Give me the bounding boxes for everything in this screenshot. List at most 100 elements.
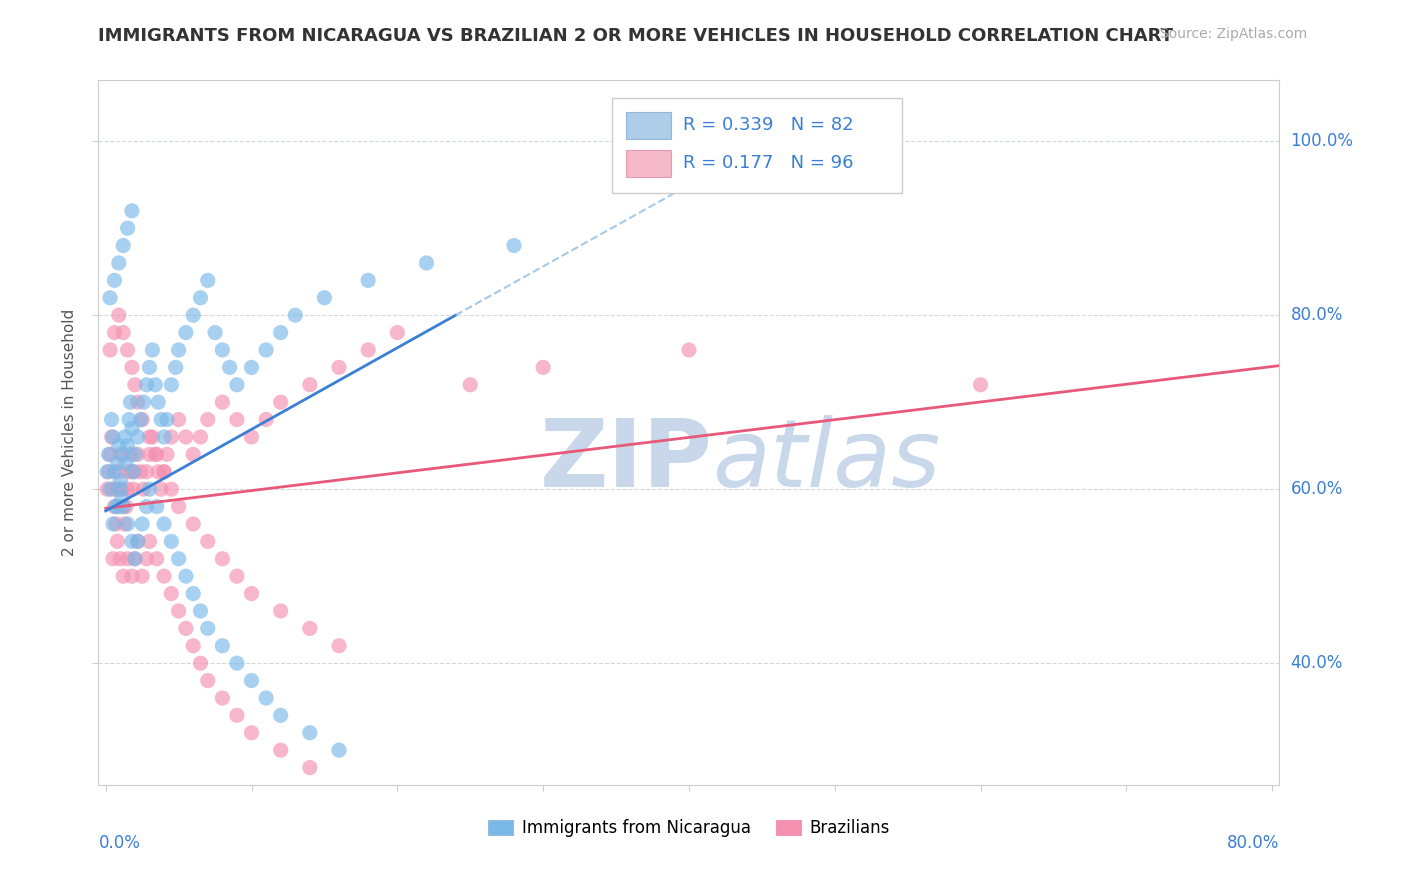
Point: [124, 551, 146, 566]
Point: [97, 447, 120, 461]
Point: [145, 447, 167, 461]
Point: [226, 377, 249, 392]
Point: [117, 482, 139, 496]
Point: [167, 604, 190, 618]
Point: [181, 447, 204, 461]
Point: [105, 500, 128, 514]
Point: [174, 621, 197, 635]
Point: [103, 273, 125, 287]
Point: [114, 516, 136, 531]
Point: [121, 465, 143, 479]
Point: [131, 569, 153, 583]
Point: [108, 465, 131, 479]
Point: [211, 343, 233, 357]
Text: 0.0%: 0.0%: [98, 834, 141, 852]
Point: [240, 586, 263, 600]
Point: [254, 343, 277, 357]
Point: [160, 534, 183, 549]
Point: [181, 639, 204, 653]
Point: [531, 360, 554, 375]
Point: [124, 551, 146, 566]
Point: [101, 482, 124, 496]
Text: 60.0%: 60.0%: [1291, 480, 1343, 498]
FancyBboxPatch shape: [626, 112, 671, 139]
Point: [117, 343, 139, 357]
Point: [254, 412, 277, 426]
Point: [211, 551, 233, 566]
Point: [121, 203, 143, 218]
Point: [127, 534, 149, 549]
Point: [150, 482, 173, 496]
Text: atlas: atlas: [713, 416, 941, 507]
Point: [298, 621, 321, 635]
Text: 80.0%: 80.0%: [1291, 306, 1343, 324]
Point: [145, 500, 167, 514]
Point: [240, 360, 263, 375]
Point: [226, 412, 249, 426]
Point: [314, 291, 336, 305]
Point: [118, 465, 141, 479]
Point: [181, 586, 204, 600]
Point: [197, 412, 219, 426]
Point: [254, 690, 277, 705]
Point: [181, 308, 204, 322]
Point: [117, 221, 139, 235]
Point: [328, 360, 350, 375]
Point: [112, 500, 135, 514]
Point: [153, 465, 176, 479]
Point: [141, 430, 163, 444]
Text: Source: ZipAtlas.com: Source: ZipAtlas.com: [1160, 27, 1308, 41]
Point: [121, 421, 143, 435]
Point: [110, 482, 132, 496]
Point: [328, 639, 350, 653]
Point: [127, 534, 149, 549]
Text: 80.0%: 80.0%: [1227, 834, 1279, 852]
Point: [148, 395, 170, 409]
Point: [115, 456, 138, 470]
Point: [104, 516, 127, 531]
Point: [167, 343, 190, 357]
Point: [112, 238, 135, 252]
Point: [167, 500, 190, 514]
Point: [96, 465, 118, 479]
Point: [190, 430, 212, 444]
Point: [143, 377, 166, 392]
Point: [124, 465, 146, 479]
Point: [97, 465, 120, 479]
Point: [135, 465, 157, 479]
Point: [969, 377, 991, 392]
Point: [112, 447, 135, 461]
Point: [112, 326, 135, 340]
Point: [138, 482, 160, 496]
Point: [105, 534, 128, 549]
Point: [98, 482, 121, 496]
Point: [124, 377, 146, 392]
Point: [678, 343, 700, 357]
Point: [132, 395, 155, 409]
Point: [226, 656, 249, 670]
Point: [143, 447, 166, 461]
Point: [121, 569, 143, 583]
Point: [298, 725, 321, 739]
Point: [108, 256, 131, 270]
Point: [131, 412, 153, 426]
Point: [103, 326, 125, 340]
FancyBboxPatch shape: [612, 98, 901, 193]
Point: [156, 447, 179, 461]
Text: 40.0%: 40.0%: [1291, 654, 1343, 673]
Point: [127, 447, 149, 461]
Point: [153, 569, 176, 583]
Point: [135, 551, 157, 566]
Point: [135, 500, 157, 514]
Point: [226, 569, 249, 583]
Point: [111, 491, 134, 505]
Point: [110, 447, 132, 461]
Point: [127, 395, 149, 409]
Point: [138, 534, 160, 549]
Point: [204, 326, 226, 340]
Point: [108, 308, 131, 322]
Point: [127, 430, 149, 444]
Point: [132, 482, 155, 496]
Point: [129, 412, 152, 426]
Text: R = 0.339   N = 82: R = 0.339 N = 82: [683, 116, 853, 134]
